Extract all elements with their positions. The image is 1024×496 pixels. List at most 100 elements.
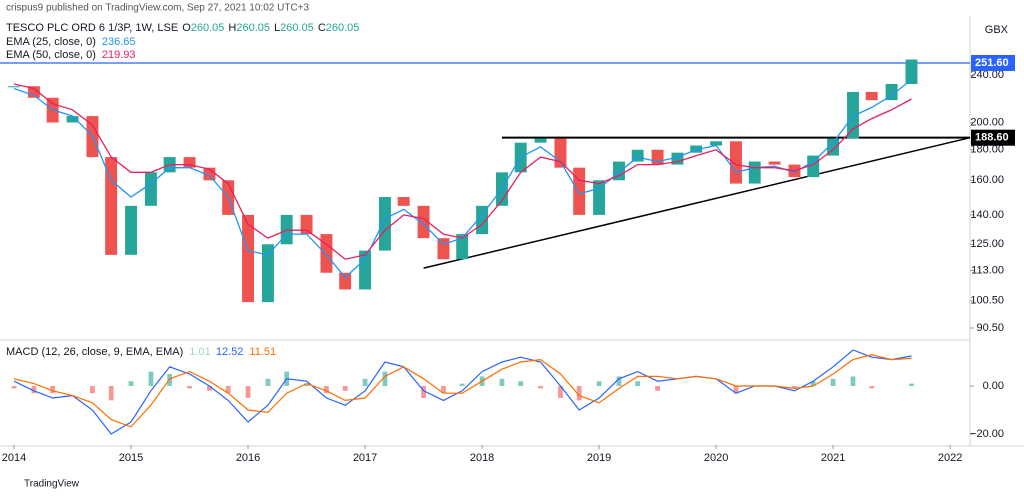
histogram-bar [382, 371, 388, 387]
legend-row: MACD (12, 26, close, 9, EMA, EMA) 1.01 12.… [6, 346, 276, 358]
x-tick-label: 2021 [821, 452, 845, 464]
price-label-box [971, 54, 1015, 71]
candle [476, 205, 489, 235]
candle [690, 145, 703, 153]
line [13, 354, 912, 428]
y-tick-label: 240.00 [970, 69, 1004, 81]
histogram-bar [187, 386, 192, 389]
candle [125, 205, 138, 255]
line [13, 83, 912, 260]
histogram-bar [655, 386, 660, 391]
histogram-bar [148, 371, 154, 387]
legend-text: 11.51 [249, 346, 276, 358]
y-tick-label: 160.00 [970, 174, 1004, 186]
legend-text: 260.05 [191, 22, 225, 34]
histogram-bar [50, 386, 56, 394]
x-tick-label: 2022 [938, 452, 962, 464]
legend-text: MACD (12, 26, close, 9, EMA, EMA) [6, 346, 183, 358]
histogram-bar [342, 386, 348, 391]
candle [573, 167, 586, 215]
candle [807, 155, 820, 178]
candle [417, 205, 430, 239]
x-tick-label: 2018 [470, 452, 494, 464]
currency: GBX [985, 24, 1009, 36]
candle [885, 84, 898, 101]
legend-text: 12.52 [216, 346, 244, 358]
candle [183, 157, 196, 168]
candle [593, 180, 606, 215]
histogram-bar [616, 376, 622, 387]
legend-text: 260.05 [280, 22, 314, 34]
x-tick-label: 2019 [587, 452, 611, 464]
price-label: 251.60 [975, 57, 1009, 69]
candle [827, 138, 840, 156]
legend-text: 260.05 [236, 22, 270, 34]
candle [768, 161, 781, 165]
histogram-bar [596, 381, 602, 387]
candle [710, 141, 723, 146]
y-tick-label: 113.00 [971, 264, 1004, 276]
histogram-bar [245, 386, 251, 398]
histogram-bar [792, 386, 797, 389]
histogram-bar [362, 378, 368, 387]
histogram-bar [909, 383, 914, 387]
histogram-bar [538, 386, 543, 389]
histogram-bar [90, 386, 95, 394]
candle [261, 244, 274, 303]
trendline [423, 136, 971, 269]
histogram-bar [31, 386, 37, 394]
legend-text: L [274, 22, 280, 34]
legend-row: EMA (25, close, 0) 236.65 [6, 36, 136, 48]
candle [730, 141, 742, 184]
publisher: crispus9 published on TradingView.com, S… [6, 3, 310, 14]
candle [27, 86, 40, 98]
histogram-bar [324, 386, 329, 394]
histogram-bar [225, 386, 231, 394]
legend-text: 219.93 [102, 49, 136, 61]
price-label-box [971, 129, 1015, 146]
histogram-bar [869, 386, 875, 389]
legend-text: O [182, 22, 191, 34]
histogram-bar [265, 378, 271, 387]
histogram-bar [499, 378, 505, 387]
candle [8, 86, 21, 88]
histogram-bar [441, 386, 446, 394]
histogram-bar [128, 381, 134, 387]
histogram-bar [810, 381, 816, 387]
candle [554, 138, 567, 168]
candle [437, 238, 450, 260]
candle [905, 59, 918, 85]
candle [847, 91, 859, 139]
legend-row: EMA (50, close, 0) 219.93 [6, 49, 136, 61]
x-tick-label: 2020 [704, 452, 728, 464]
x-tick-label: 2017 [353, 452, 377, 464]
histogram-bar [576, 386, 582, 401]
candle [105, 157, 118, 255]
x-tick-label: 2014 [2, 452, 26, 464]
candle [534, 138, 547, 143]
legend-text: 260.05 [326, 22, 360, 34]
y-tick-label: 90.50 [976, 322, 1004, 334]
x-tick-label: 2015 [119, 452, 143, 464]
candle [651, 149, 664, 165]
y-tick-label: 125.00 [970, 238, 1004, 250]
y-tick-label: 100.50 [970, 295, 1004, 307]
candle [671, 152, 684, 165]
x-tick-label: 2016 [236, 452, 260, 464]
legend-text: TESCO PLC ORD 6 1/3P, 1W, LSE [6, 22, 178, 34]
y-tick-label: 0.00 [983, 380, 1004, 392]
candle [144, 172, 157, 206]
histogram-bar [11, 386, 17, 389]
legend-text: C [318, 22, 326, 34]
candle [631, 149, 644, 162]
histogram-bar [850, 376, 856, 387]
histogram-bar [830, 378, 836, 387]
legend-row: TESCO PLC ORD 6 1/3P, 1W, LSE O260.05 H260… [6, 22, 359, 34]
candle [203, 167, 216, 181]
legend-text: EMA (25, close, 0) [6, 36, 96, 48]
candle [613, 161, 625, 181]
histogram-bar [167, 374, 173, 387]
histogram-bar [108, 386, 114, 401]
